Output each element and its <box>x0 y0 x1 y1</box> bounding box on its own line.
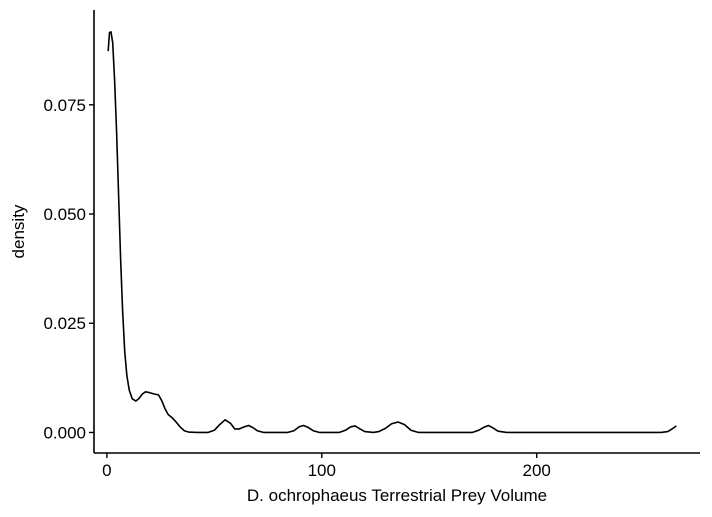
x-axis-title: D. ochrophaeus Terrestrial Prey Volume <box>247 486 547 505</box>
density-curve <box>107 31 677 434</box>
y-tick-label: 0.000 <box>43 423 86 442</box>
x-tick-label: 200 <box>522 461 550 480</box>
x-tick-label: 100 <box>308 461 336 480</box>
y-tick-label: 0.075 <box>43 96 86 115</box>
y-tick-label: 0.025 <box>43 314 86 333</box>
x-tick-label: 0 <box>102 461 111 480</box>
x-axis-ticks: 0 100 200 <box>102 453 551 480</box>
y-axis-title: density <box>9 204 28 258</box>
y-tick-label: 0.050 <box>43 205 86 224</box>
y-axis-ticks: 0.000 0.025 0.050 0.075 <box>43 96 94 442</box>
